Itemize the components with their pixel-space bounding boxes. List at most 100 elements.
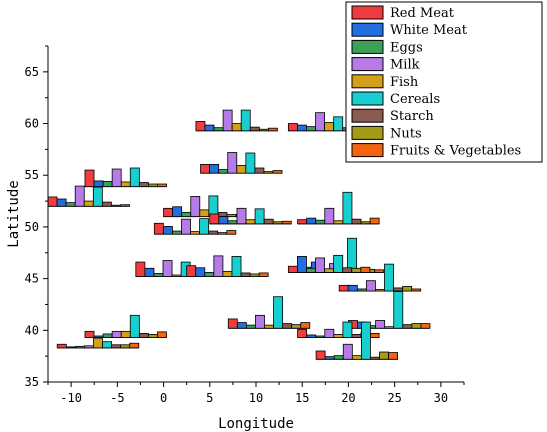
bar-fruits-vegetables [281,220,292,225]
bar-milk [111,168,122,188]
bar-milk [236,207,247,225]
bar-fruits-vegetables [388,352,399,360]
bar-fruits-vegetables [157,183,167,188]
bar-cereals [240,109,251,132]
y-tick-label: 40 [25,323,39,337]
bar-nuts [147,334,158,338]
bar-fruits-vegetables [300,322,311,329]
bar-starch [282,323,293,329]
bar-starch [393,287,404,292]
bar-fruits-vegetables [420,323,431,329]
bar-starch [370,356,380,360]
bar-milk [190,196,201,217]
legend-label: Fruits & Vegetables [390,144,521,159]
bar-fish [384,326,395,329]
bar-fruits-vegetables [267,127,278,132]
x-tick-label: 30 [434,391,448,405]
bar-group [338,263,422,292]
bar-fish [93,337,103,349]
bar-starch [249,126,260,132]
bar-milk [375,320,386,329]
bar-eggs [213,127,224,132]
bar-group [209,207,292,225]
bar-groups [47,109,431,360]
bar-starch [138,333,149,338]
legend-label: White Meat [390,23,468,38]
bar-milk [324,207,335,225]
bar-group [186,255,269,278]
bar-cereals [333,116,344,132]
bar-milk [181,218,191,235]
bar-eggs [181,212,192,217]
bar-cereals [342,191,353,225]
x-tick-label: -5 [110,391,124,405]
bar-cereals [199,218,210,235]
bar-red-meat [287,123,298,132]
bar-milk [324,328,335,338]
bar-milk [213,255,224,277]
bar-fish [199,209,210,217]
bar-red-meat [84,330,95,338]
legend: Red Meat White Meat Eggs Milk Fish Cereals Sta… [345,1,543,163]
bar-eggs [356,288,367,292]
bar-cereals [342,321,353,338]
bar-starch [240,272,251,277]
bar-group [297,191,380,225]
bar-fish [245,219,256,225]
bar-fruits-vegetables [374,269,385,273]
x-axis-title: Longitude [218,416,294,432]
bar-fruits-vegetables [360,266,371,273]
bar-white-meat [297,124,307,132]
bar-fish [222,270,233,277]
x-tick-label: 0 [160,391,167,405]
bar-cereals [273,296,284,329]
bar-fish [264,324,274,329]
bar-cereals [360,321,371,360]
bar-milk [227,152,238,174]
bar-white-meat [306,217,317,225]
x-ticks: -10 -5 0 5 10 15 20 25 30 [47,382,465,405]
x-tick-label: 10 [249,391,263,405]
legend-label: Eggs [390,40,423,55]
bar-nuts [147,183,158,188]
x-tick-label: 20 [341,391,355,405]
bar-red-meat [56,343,67,349]
bar-starch [342,267,353,273]
bar-nuts [351,267,362,273]
bar-red-meat [338,284,349,292]
bar-cereals [92,186,103,207]
bar-white-meat [306,334,317,338]
bar-white-meat [209,163,220,174]
bar-nuts [272,221,283,225]
bar-white-meat [236,322,247,329]
bar-starch [263,218,274,225]
bar-red-meat [195,121,206,132]
y-axis-title: Latitude [6,180,22,247]
bar-group [200,152,283,174]
bar-fish [324,122,335,132]
bar-starch [351,334,362,338]
bar-nuts [360,221,371,225]
legend-swatch [351,108,384,123]
bar-fruits-vegetables [369,333,380,338]
legend-swatch [351,5,384,20]
bar-red-meat [163,207,174,217]
bar-white-meat [297,255,307,273]
bar-starch [208,230,219,235]
bar-starch [217,212,228,217]
bar-fish [333,334,344,338]
bar-nuts [263,171,274,174]
bar-fruits-vegetables [272,170,283,174]
bar-group [227,296,311,329]
bar-milk [365,280,376,292]
bar-nuts [258,128,269,132]
bar-starch [351,218,362,225]
bar-fruits-vegetables [369,217,380,225]
x-tick-label: 25 [387,391,401,405]
bar-nuts [291,324,302,329]
bar-group [153,218,237,235]
bar-milk [162,260,173,277]
bar-milk [74,185,85,207]
bar-fruits-vegetables [258,272,269,277]
y-tick-label: 60 [25,117,39,131]
